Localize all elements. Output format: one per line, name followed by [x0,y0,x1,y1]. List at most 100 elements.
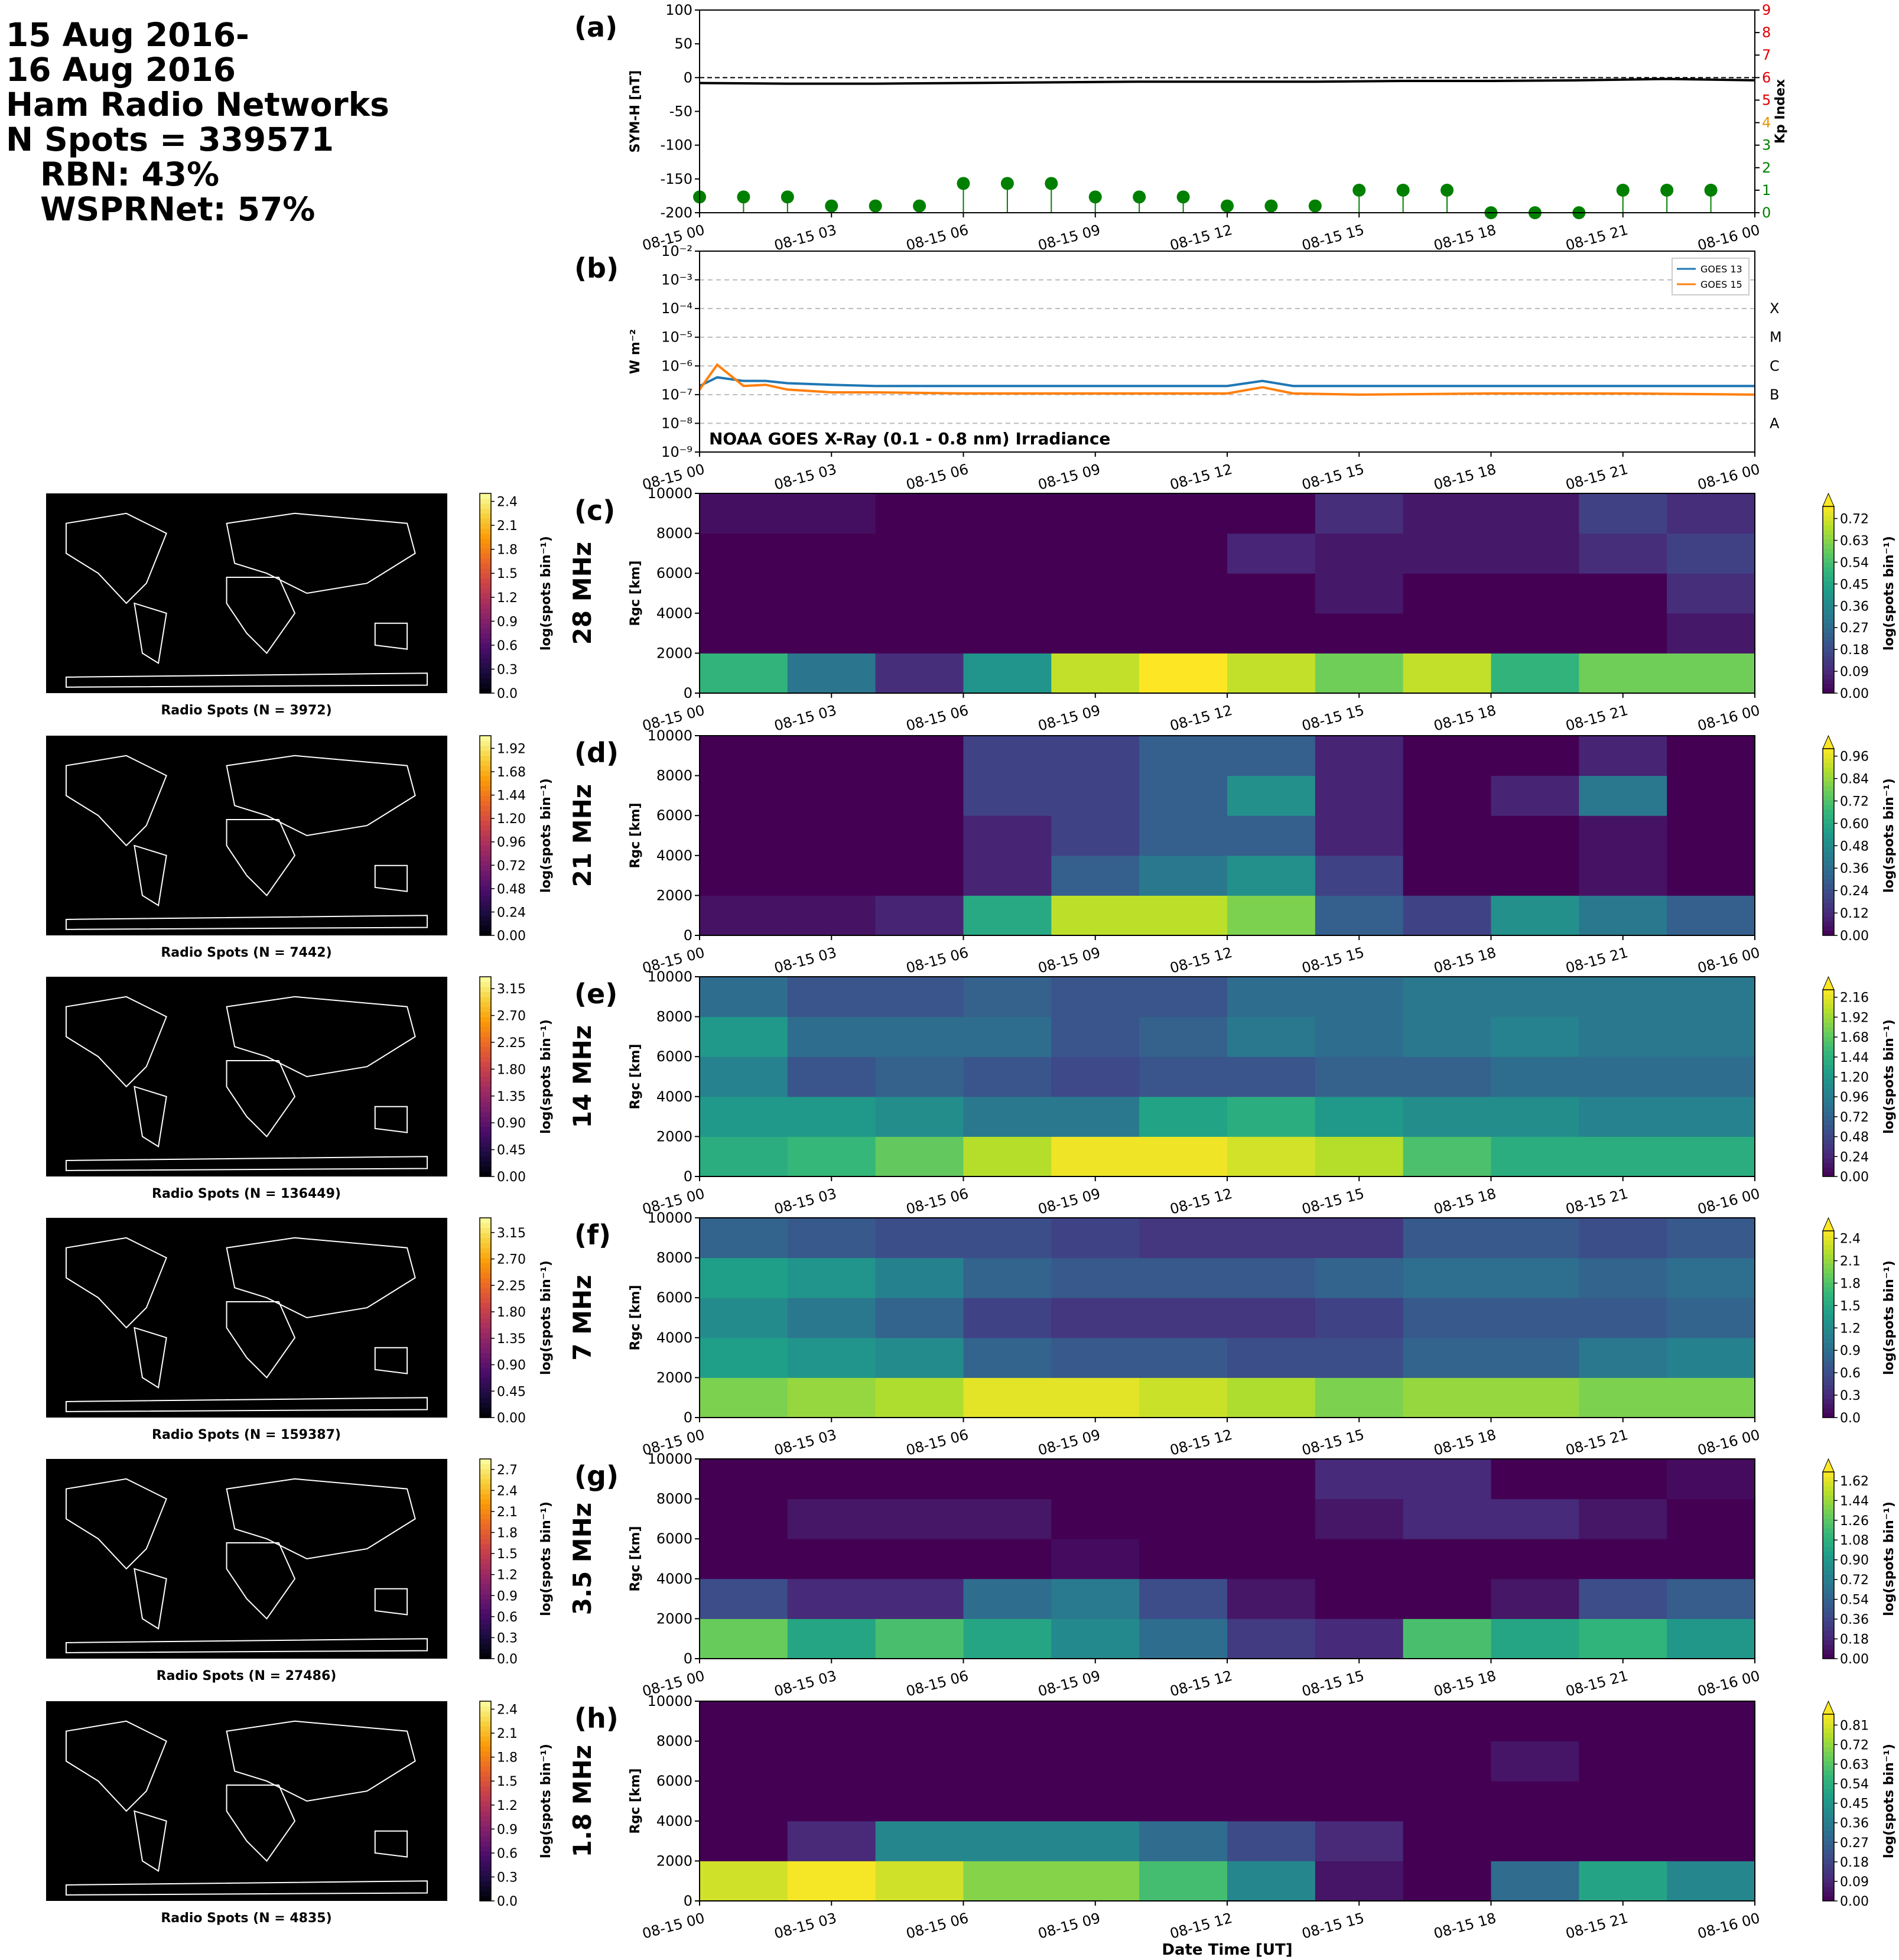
colorbar-segment [1823,1333,1834,1339]
heatmap-cell [1139,736,1228,776]
heatmap-cell [700,1861,788,1902]
heatmap-cell [787,1136,876,1177]
heatmap-cell [700,1298,788,1338]
heatmap-cell [1491,1701,1579,1742]
heatmap-cell [1315,855,1404,896]
colorbar-segment [480,1367,491,1373]
colorbar-segment [480,1343,491,1348]
colorbar-frame [479,1217,492,1418]
colorbar-segment [480,1171,491,1177]
heatmap-cell [1403,1701,1491,1742]
colorbar-tick-label: 2.16 [1840,991,1869,1006]
heatmap-cell [700,1821,788,1861]
heatmap-cell [1491,1298,1579,1338]
colorbar-tick-label: 2.25 [497,1279,526,1293]
colorbar-segment [1823,1153,1834,1158]
y-axis-label: SYM-H [nT] [628,70,643,153]
heatmap-cell [1051,1741,1140,1782]
colorbar-tick-label: 1.5 [1840,1299,1861,1314]
colorbar-tick-label: 0.90 [1840,1553,1869,1568]
colorbar-segment [480,781,491,786]
heatmap-cell [1315,1057,1404,1097]
y-tick-label: 10⁻³ [661,272,692,288]
colorbar-tick-label: 0.24 [497,905,526,920]
heatmap-cell [875,1578,964,1619]
colorbar-segment [480,1136,491,1142]
heatmap-cell [1403,775,1491,816]
heatmap-cell [1227,1741,1316,1782]
heatmap-cell [1579,493,1667,534]
colorbar-segment [480,1529,491,1535]
colorbar-tick-label: 0.9 [497,1822,518,1837]
y-tick-label: 10⁻⁷ [661,386,692,403]
flare-class: C [1770,357,1780,374]
header-line: WSPRNet: 57% [40,190,315,228]
colorbar-segment [480,1886,491,1891]
heatmap-cell [1139,1096,1228,1137]
heatmap-cell [1491,1377,1579,1418]
y-tick-label: 10⁻² [661,243,692,259]
y-tick-label: 0 [684,1168,692,1185]
colorbar-segment [480,1741,491,1747]
colorbar-segment [1823,1714,1834,1720]
colorbar-segment [480,503,491,509]
heatmap-cell [1491,1257,1579,1298]
colorbar-segment [480,765,491,771]
colorbar-segment [480,1478,491,1484]
colorbar-tick-label: 0.48 [1840,839,1869,854]
heatmap-cell [787,1861,876,1902]
colorbar-segment [480,1091,491,1097]
colorbar-tick-label: 1.92 [497,742,526,756]
heatmap-cell [1579,1578,1667,1619]
heatmap-cell [787,1499,876,1539]
header-line: Ham Radio Networks [6,86,389,123]
colorbar-tick-label: 0.45 [1840,1797,1869,1812]
colorbar-segment [1823,581,1834,586]
colorbar-tick-label: 0.00 [1840,1170,1869,1185]
stem-marker [1264,199,1278,213]
heatmap-cell [1667,613,1755,654]
y-axis-label: Rgc [km] [628,1526,643,1591]
heatmap-cell [1667,493,1755,534]
heatmap-cell [1491,1578,1579,1619]
colorbar-tick-label: 0.6 [1840,1366,1861,1381]
heatmap-cell [1667,1539,1755,1579]
heatmap-cell [1227,573,1316,614]
heatmap-cell [1579,977,1667,1018]
colorbar-segment [1823,762,1834,768]
colorbar-segment [480,1353,491,1358]
heatmap-cell [1139,613,1228,654]
colorbar-segment [1823,767,1834,773]
colorbar-segment [1823,1519,1834,1524]
colorbar-segment [480,1736,491,1742]
colorbar-segment [1823,1835,1834,1841]
colorbar-segment [1823,1831,1834,1836]
colorbar-segment [480,1237,491,1243]
y-tick-label: 3 [1762,137,1771,154]
colorbar-label: log(spots bin⁻¹) [539,1260,554,1375]
colorbar-segment [1823,1873,1834,1878]
heatmap-cell [787,1218,876,1259]
colorbar-frame [1822,1714,1835,1902]
heatmap-cell [1491,736,1579,776]
colorbar-tick-label: 0.9 [497,615,518,629]
heatmap-cell [1139,977,1228,1018]
colorbar-tick-label: 0.00 [497,1170,526,1185]
heatmap-cell [1227,1701,1316,1742]
colorbar-segment [480,1387,491,1393]
coastline [374,1106,408,1133]
colorbar-segment [480,875,491,881]
heatmap-cell [1315,1218,1404,1259]
heatmap-cell [1139,775,1228,816]
colorbar-tick-label: 0.60 [1840,817,1869,831]
colorbar-segment [480,1031,491,1037]
colorbar-segment [1823,1630,1834,1636]
heatmap-cell [1403,1257,1491,1298]
heatmap-cell [963,977,1052,1018]
colorbar-tick-label: 0.9 [1840,1344,1861,1358]
colorbar-segment [480,1791,491,1797]
colorbar-segment [1823,1324,1834,1330]
colorbar-segment [480,1608,491,1614]
colorbar-segment [480,825,491,831]
colorbar-segment [1823,889,1834,894]
